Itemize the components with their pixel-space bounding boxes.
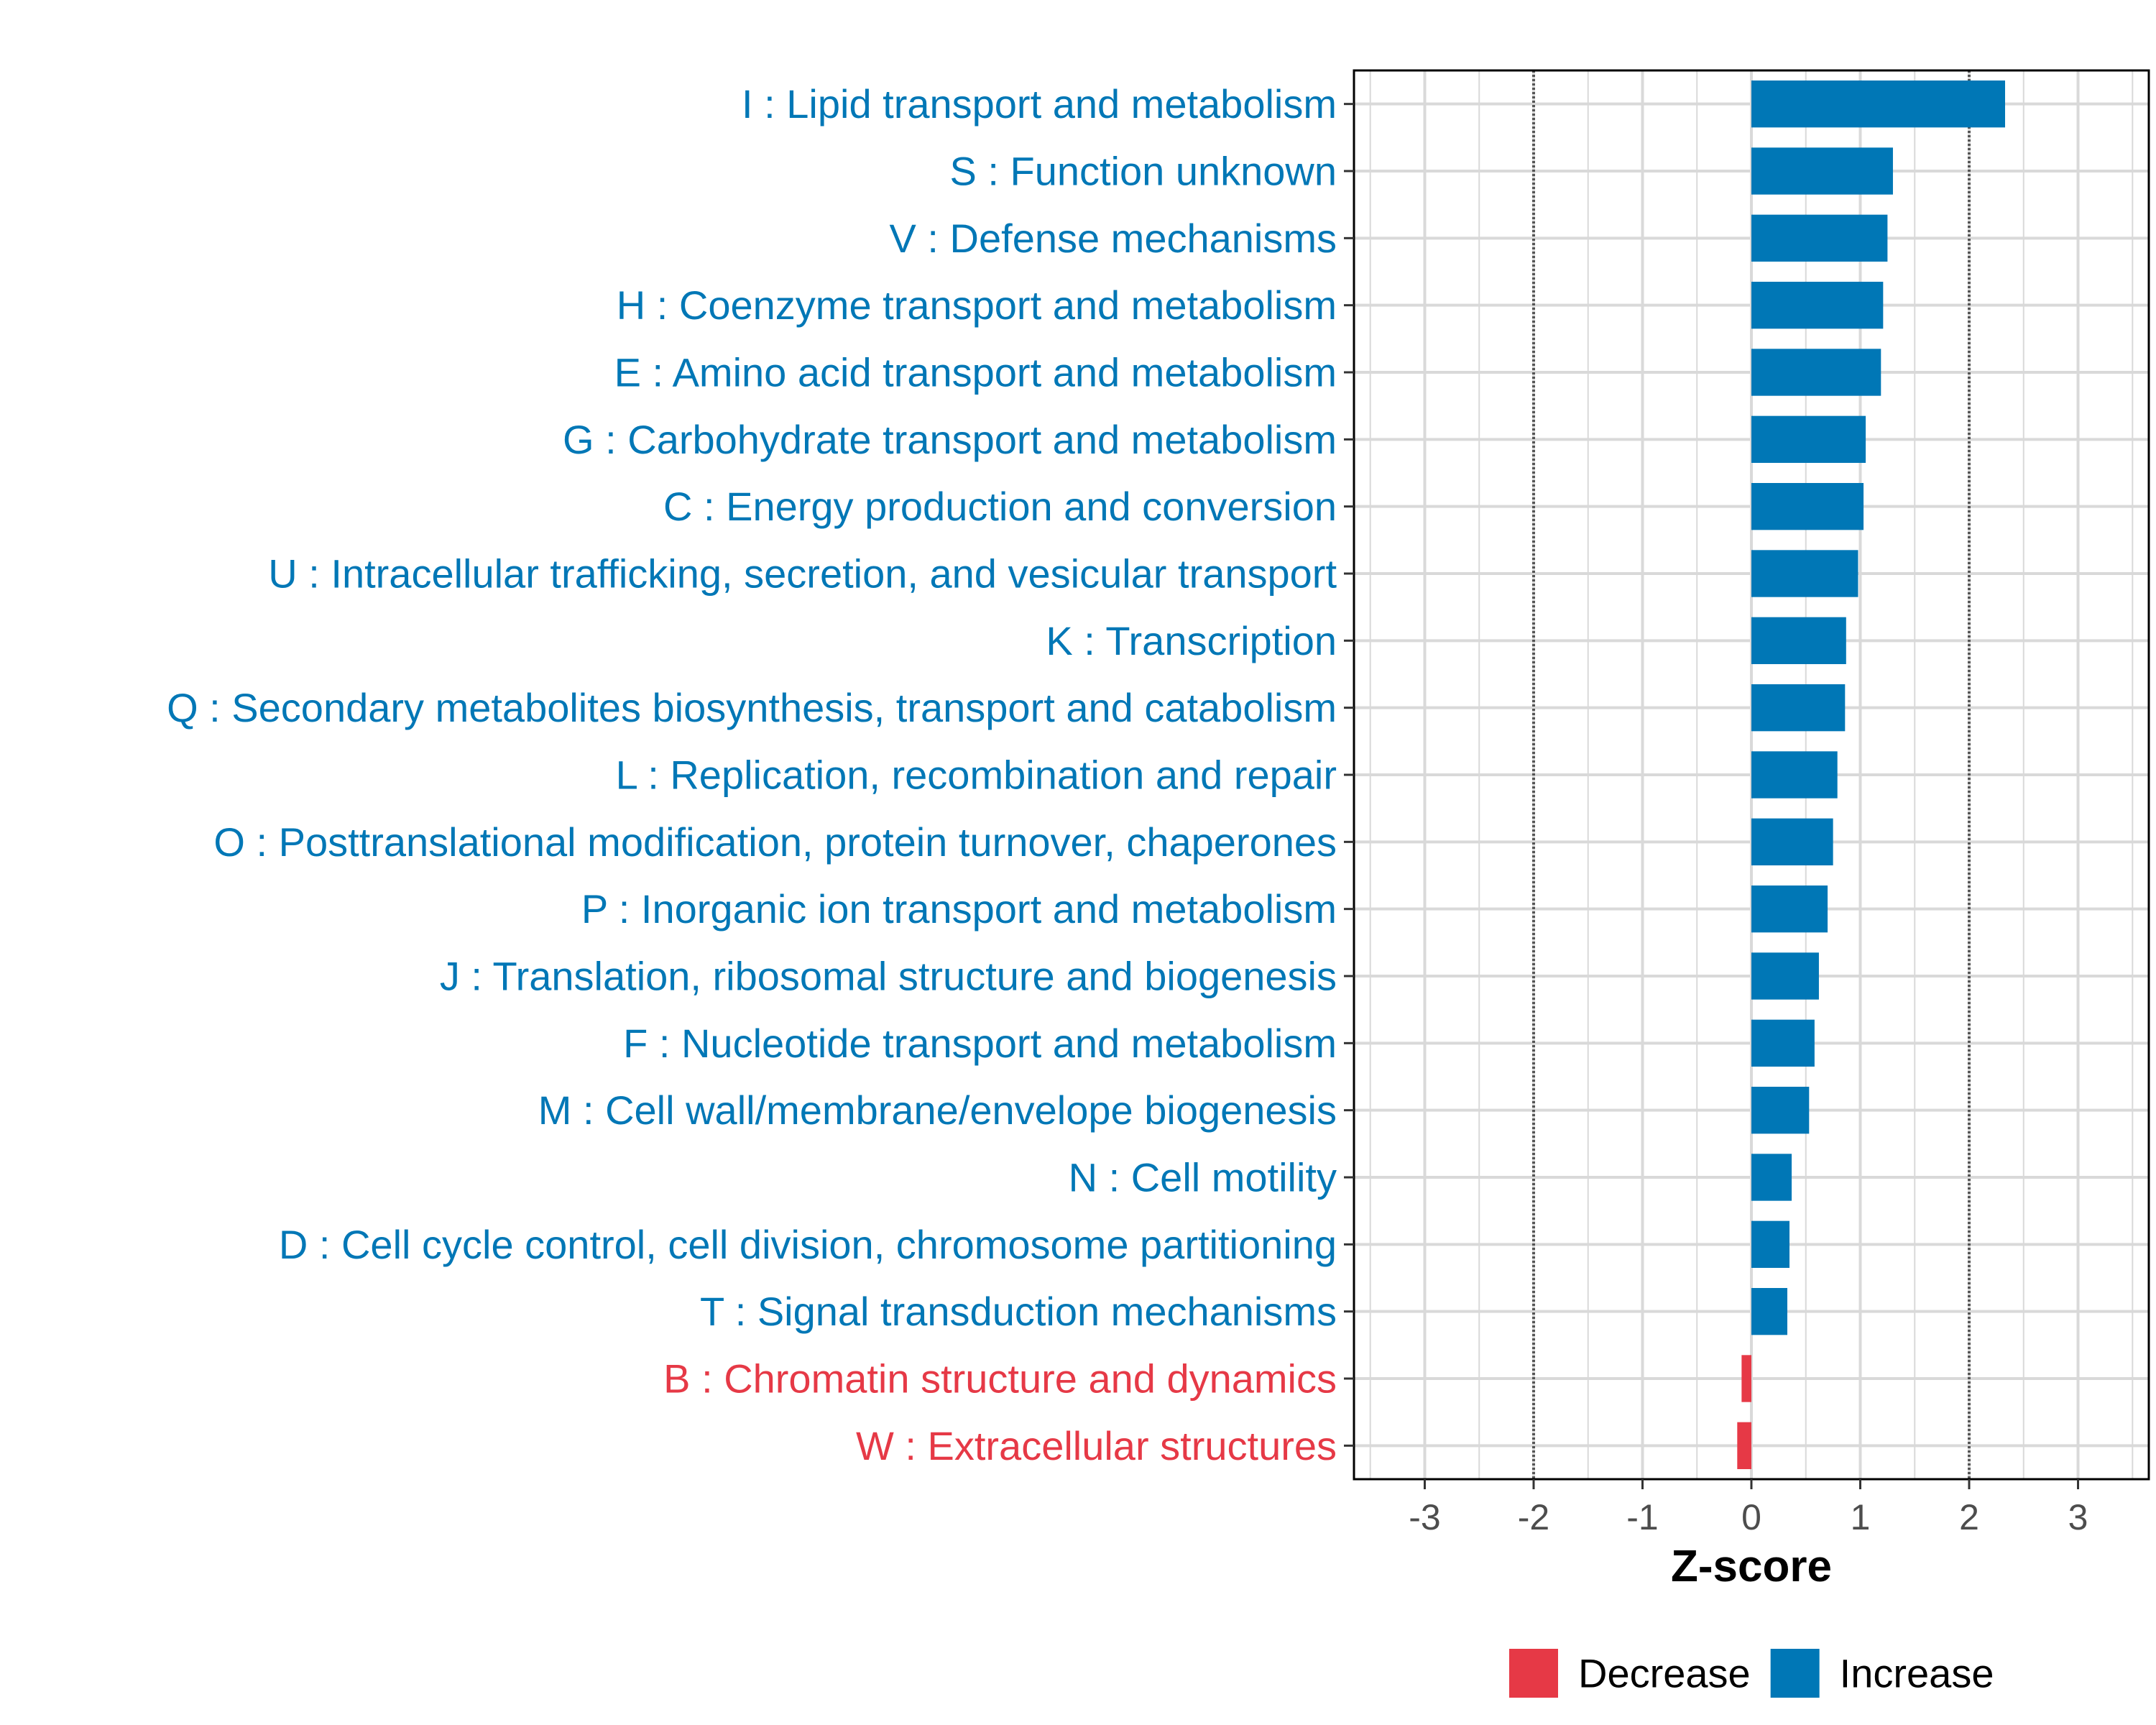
x-axis-ticks xyxy=(1423,1479,2080,1489)
legend-label: Decrease xyxy=(1578,1651,1751,1696)
x-tick-label: 2 xyxy=(1959,1497,1979,1537)
category-label: N : Cell motility xyxy=(1069,1155,1337,1200)
y-axis-labels: I : Lipid transport and metabolism S : Fu… xyxy=(167,81,1337,1468)
bar xyxy=(1751,1087,1810,1134)
legend-swatch xyxy=(1770,1649,1820,1698)
bar xyxy=(1751,80,2006,128)
legend-swatch xyxy=(1509,1649,1558,1698)
reference-lines xyxy=(1531,70,1971,1479)
x-tick-label: 3 xyxy=(2068,1497,2088,1537)
bar xyxy=(1737,1422,1751,1469)
category-label: I : Lipid transport and metabolism xyxy=(742,81,1337,126)
category-label: O : Posttranslational modification, prot… xyxy=(213,819,1337,865)
bar xyxy=(1751,1154,1792,1201)
bar xyxy=(1751,550,1858,597)
category-label: T : Signal transduction mechanisms xyxy=(700,1289,1337,1334)
y-axis-ticks xyxy=(1344,103,1354,1447)
category-label: D : Cell cycle control, cell division, c… xyxy=(279,1222,1337,1267)
category-label: L : Replication, recombination and repai… xyxy=(616,753,1337,798)
bar xyxy=(1751,483,1864,530)
bar xyxy=(1751,415,1866,463)
bar xyxy=(1741,1355,1751,1402)
category-label: S : Function unknown xyxy=(949,149,1337,194)
category-label: W : Extracellular structures xyxy=(856,1423,1337,1468)
bar xyxy=(1751,1220,1790,1268)
bar xyxy=(1751,617,1846,664)
category-label: P : Inorganic ion transport and metaboli… xyxy=(581,886,1337,932)
bar xyxy=(1751,952,1819,1000)
category-label: M : Cell wall/membrane/envelope biogenes… xyxy=(538,1087,1337,1133)
x-axis-title: Z-score xyxy=(1671,1542,1832,1591)
bar xyxy=(1751,818,1833,865)
bar xyxy=(1751,282,1884,329)
x-tick-label: -2 xyxy=(1518,1497,1549,1537)
category-label: V : Defense mechanisms xyxy=(890,216,1337,261)
bar xyxy=(1751,1288,1787,1335)
x-tick-label: 0 xyxy=(1741,1497,1761,1537)
bar xyxy=(1751,684,1846,732)
bar xyxy=(1751,349,1881,396)
x-tick-label: -3 xyxy=(1409,1497,1440,1537)
bar xyxy=(1751,751,1838,799)
category-label: H : Coenzyme transport and metabolism xyxy=(617,282,1337,328)
category-label: E : Amino acid transport and metabolism xyxy=(614,350,1337,395)
category-label: U : Intracellular trafficking, secretion… xyxy=(268,551,1337,597)
bar xyxy=(1751,1019,1815,1067)
bar xyxy=(1751,214,1888,262)
legend: Decrease Increase xyxy=(1509,1649,1994,1698)
category-label: B : Chromatin structure and dynamics xyxy=(663,1356,1337,1402)
category-label: Q : Secondary metabolites biosynthesis, … xyxy=(167,685,1337,730)
legend-label: Increase xyxy=(1840,1651,1994,1696)
category-label: C : Energy production and conversion xyxy=(663,484,1337,529)
bar xyxy=(1751,147,1893,195)
bar xyxy=(1751,886,1828,933)
category-label: K : Transcription xyxy=(1046,618,1337,663)
bars xyxy=(1737,80,2006,1469)
category-label: J : Translation, ribosomal structure and… xyxy=(440,954,1337,999)
category-label: G : Carbohydrate transport and metabolis… xyxy=(563,417,1337,462)
x-tick-label: -1 xyxy=(1626,1497,1658,1537)
x-tick-label: 1 xyxy=(1851,1497,1871,1537)
x-axis-labels: -3 -2 -1 0 1 2 3 xyxy=(1409,1497,2088,1537)
category-label: F : Nucleotide transport and metabolism xyxy=(623,1021,1337,1066)
